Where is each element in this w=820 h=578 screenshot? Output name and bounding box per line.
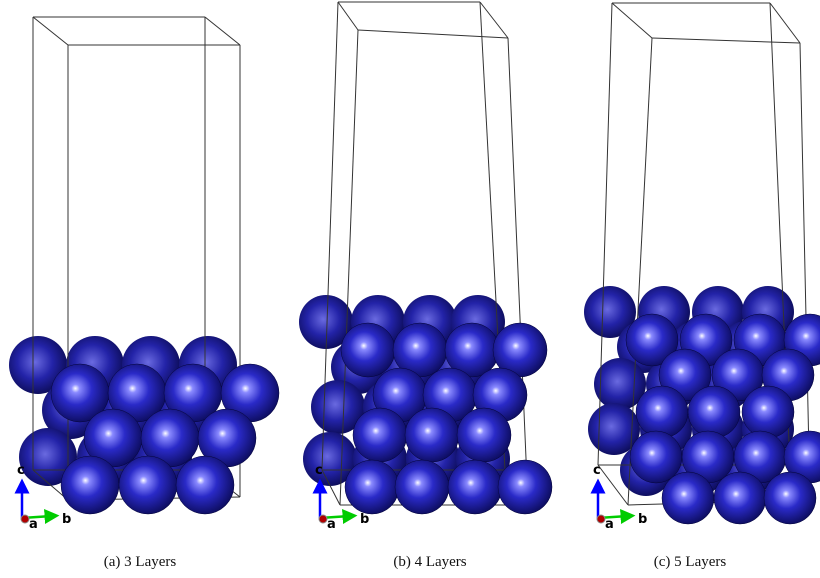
figure: c a b (a) 3 Layers c a b (b) 4 Layers c a b (c) 5 L… [0,0,820,578]
structure-panel: c a b (a) 3 Layers [9,17,279,570]
axis-label-b: b [62,512,71,527]
atom [498,460,552,514]
atom [662,472,714,524]
cell-edge [205,17,240,45]
page: {"panels": [ {"caption": "(a) 3 Layers",… [0,0,820,578]
axis-label-c: c [593,463,601,478]
cell-edge [480,2,508,38]
axis-a [319,515,327,523]
caption: (c) 5 Layers [654,554,727,570]
axis-label-a: a [327,517,336,532]
atom [341,323,395,377]
atom [714,472,766,524]
cell-edge [33,17,68,45]
axis-label-b: b [360,512,369,527]
cell-edge [612,3,652,38]
atom [636,386,688,438]
atom [630,431,682,483]
atom [688,386,740,438]
atom [457,408,511,462]
structure-panel: c a b (c) 5 Layers [584,3,820,570]
axis-label-a: a [29,517,38,532]
caption: (b) 4 Layers [393,554,466,570]
axis-a [21,515,29,523]
axis-label-a: a [605,517,614,532]
caption: (a) 3 Layers [104,554,177,570]
structure-panel: c a b (b) 4 Layers [299,2,552,570]
axis-a [597,515,605,523]
atom [448,460,502,514]
axis-label-c: c [17,463,25,478]
axis-label-b: b [638,512,647,527]
atom [764,472,816,524]
atom [742,386,794,438]
axis-label-c: c [315,463,323,478]
atom [61,456,119,514]
cell-edge [652,38,800,43]
atom [119,456,177,514]
atom [176,456,234,514]
atom [353,408,407,462]
atom [405,408,459,462]
cell-edge [770,3,800,43]
atom [395,460,449,514]
atom [345,460,399,514]
cell-edge [338,2,358,30]
cell-edge [358,30,508,38]
